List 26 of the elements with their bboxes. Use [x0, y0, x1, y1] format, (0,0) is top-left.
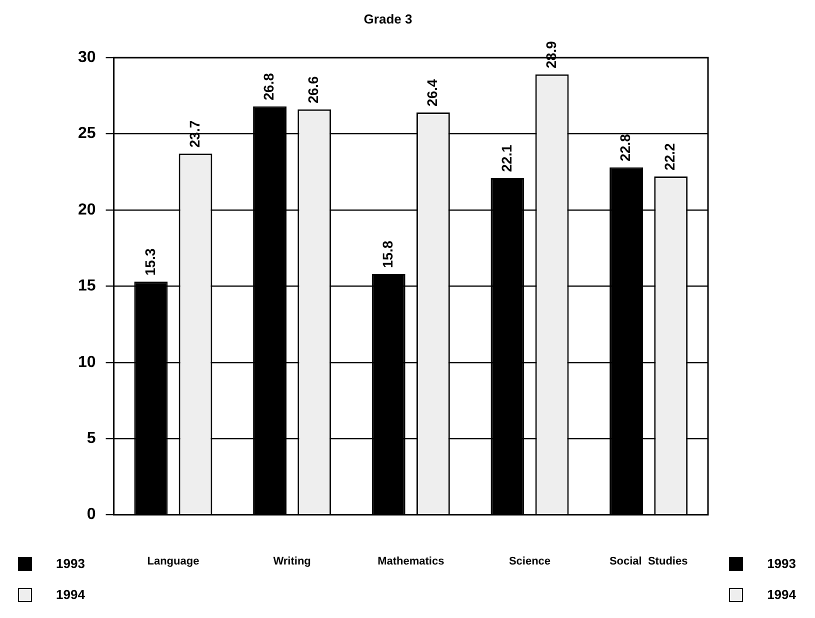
- legend-label: 1994: [767, 587, 796, 602]
- y-tick-label: 30: [78, 49, 96, 66]
- x-tick-label: Writing: [273, 555, 311, 568]
- legend-label: 1993: [56, 556, 85, 571]
- data-label: 28.9: [542, 40, 559, 68]
- data-label: 22.1: [498, 144, 514, 172]
- y-tick-label: 20: [78, 201, 96, 218]
- x-tick-label: Science: [508, 555, 551, 568]
- x-tick-label: Language: [147, 555, 200, 568]
- x-tick-label: Mathematics: [378, 555, 444, 568]
- text: 1993: [767, 556, 796, 571]
- x-tick-label: Social Studies: [609, 555, 688, 568]
- y-tick-label: 5: [86, 430, 96, 448]
- y-tick-label: 10: [78, 354, 96, 371]
- data-label: 15.3: [142, 248, 158, 276]
- y-tick-label: 25: [78, 125, 96, 142]
- data-label: 26.4: [424, 79, 440, 106]
- chart-title: Grade 3: [364, 11, 412, 26]
- y-tick-label: 15: [78, 278, 96, 295]
- data-label: 22.8: [617, 134, 634, 162]
- data-label: 26.6: [305, 76, 322, 104]
- text: 1994: [56, 587, 85, 602]
- data-label: 15.8: [379, 240, 396, 268]
- data-label: 26.8: [260, 72, 277, 100]
- y-tick-label: 0: [86, 506, 96, 524]
- data-label: 22.2: [662, 143, 678, 170]
